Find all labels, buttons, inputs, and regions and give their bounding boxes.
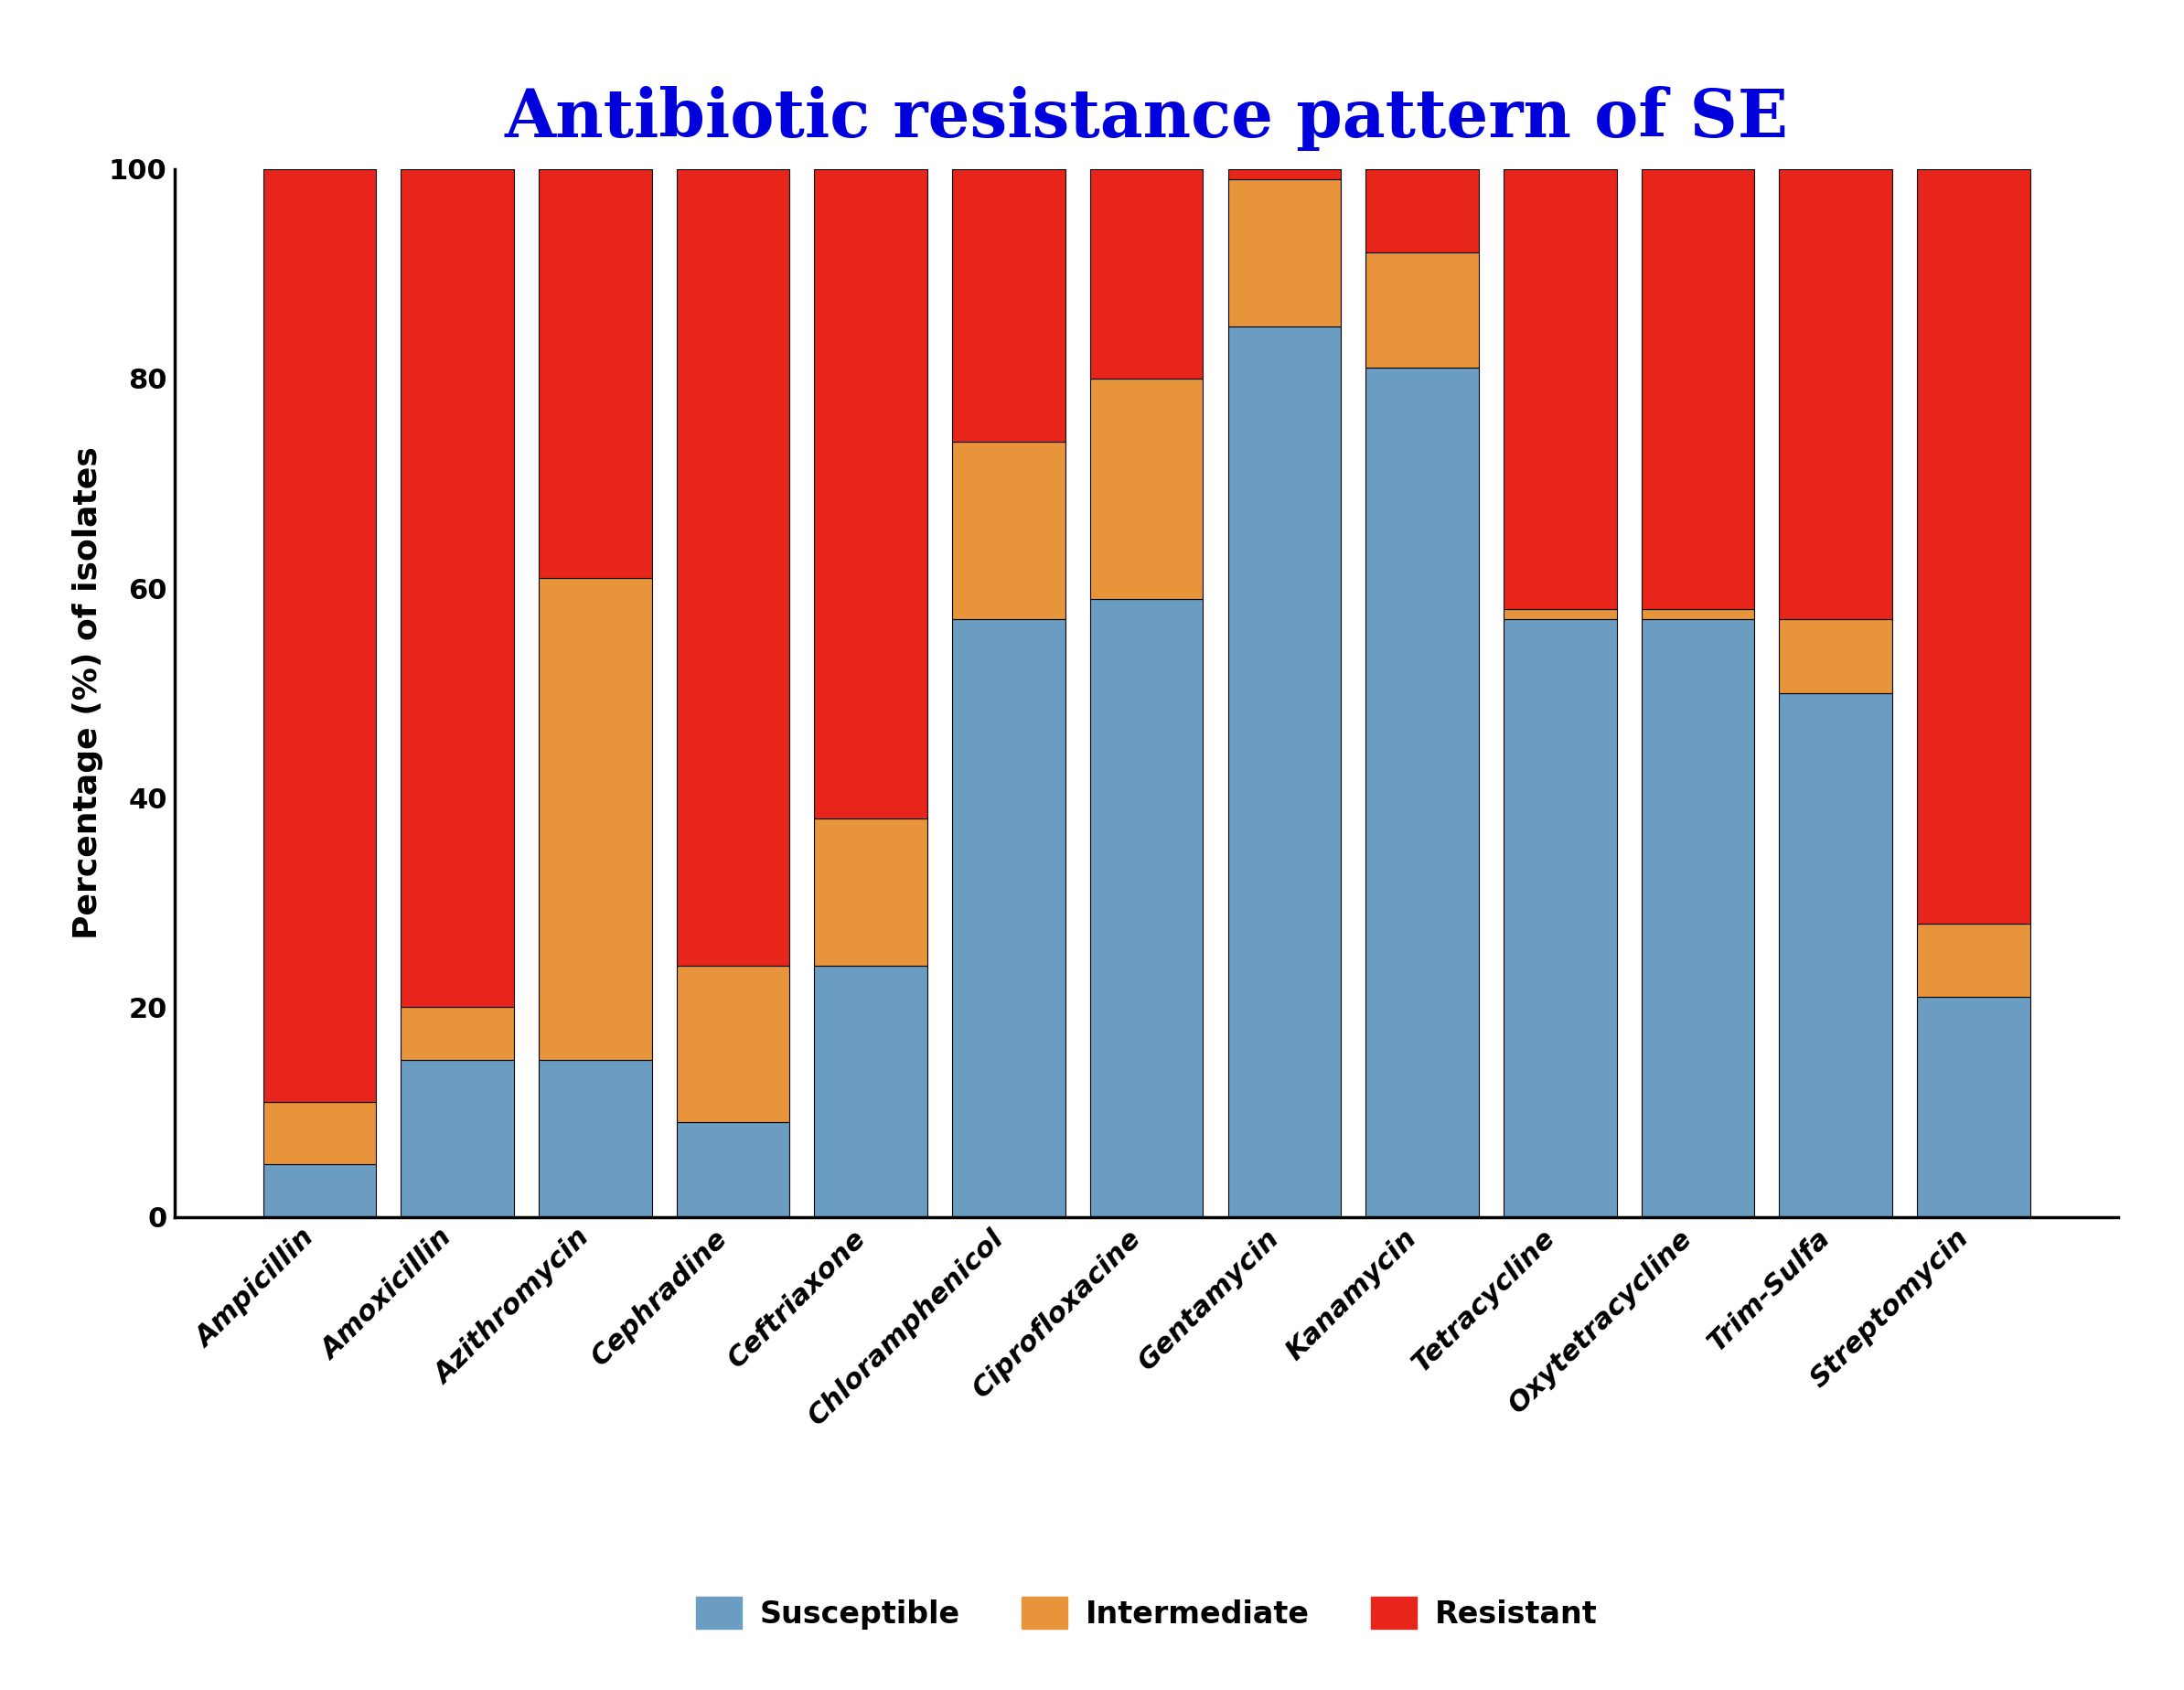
Bar xyxy=(815,965,928,1217)
Bar xyxy=(402,1060,513,1217)
Bar xyxy=(539,578,651,1060)
Bar xyxy=(1090,169,1203,379)
Bar xyxy=(262,169,376,1102)
Bar xyxy=(952,441,1066,620)
Bar xyxy=(677,1122,791,1217)
Legend: Susceptible, Intermediate, Resistant: Susceptible, Intermediate, Resistant xyxy=(684,1585,1610,1641)
Bar xyxy=(952,620,1066,1217)
Bar xyxy=(262,1102,376,1164)
Y-axis label: Percentage (%) of isolates: Percentage (%) of isolates xyxy=(72,446,103,940)
Bar xyxy=(402,1007,513,1060)
Bar xyxy=(1780,693,1891,1217)
Bar xyxy=(402,169,513,1007)
Bar xyxy=(1503,620,1616,1217)
Bar xyxy=(1227,326,1341,1217)
Bar xyxy=(539,169,651,578)
Bar xyxy=(1090,379,1203,598)
Bar xyxy=(1642,608,1754,620)
Bar xyxy=(262,1164,376,1217)
Title: Antibiotic resistance pattern of SE: Antibiotic resistance pattern of SE xyxy=(505,86,1789,150)
Bar xyxy=(1365,253,1479,368)
Bar xyxy=(1365,169,1479,253)
Bar xyxy=(952,169,1066,441)
Bar xyxy=(1918,923,2031,997)
Bar xyxy=(1365,368,1479,1217)
Bar xyxy=(1227,179,1341,326)
Bar xyxy=(815,818,928,965)
Bar xyxy=(539,1060,651,1217)
Bar xyxy=(1642,169,1754,608)
Bar xyxy=(677,965,791,1122)
Bar xyxy=(1918,997,2031,1217)
Bar xyxy=(1780,620,1891,693)
Bar xyxy=(815,169,928,818)
Bar xyxy=(1227,169,1341,179)
Bar xyxy=(1090,598,1203,1217)
Bar xyxy=(677,169,791,965)
Bar xyxy=(1918,169,2031,923)
Bar xyxy=(1642,620,1754,1217)
Bar xyxy=(1503,608,1616,620)
Bar xyxy=(1780,169,1891,620)
Bar xyxy=(1503,169,1616,608)
